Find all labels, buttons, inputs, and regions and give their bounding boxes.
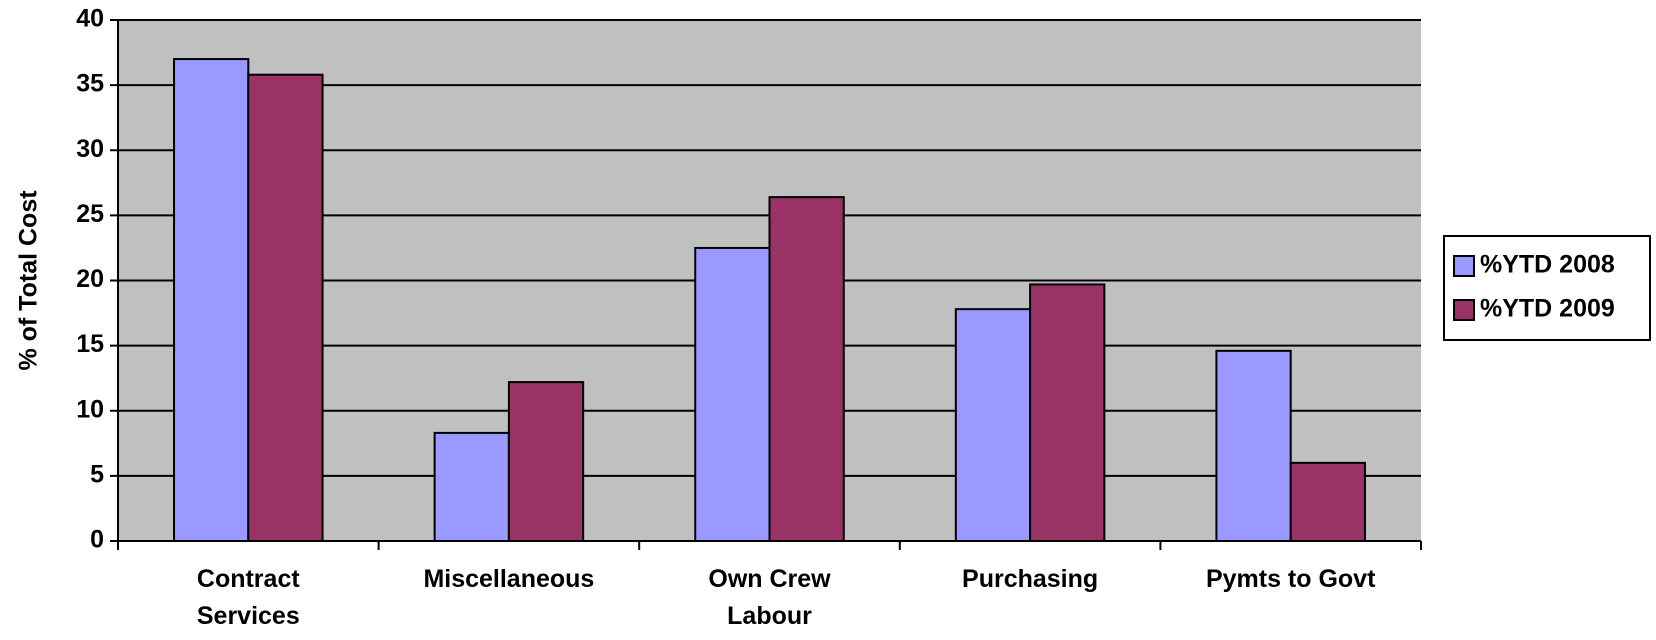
y-tick-label: 25 — [76, 200, 104, 228]
bar — [507, 381, 585, 542]
bar — [1215, 349, 1292, 542]
bar — [768, 196, 845, 542]
bar — [694, 246, 771, 542]
x-tick-label: Own Crew Labour — [708, 565, 831, 630]
legend-swatch — [1453, 299, 1475, 321]
legend-box — [1443, 235, 1651, 341]
bar — [1289, 461, 1366, 543]
legend-swatch — [1453, 255, 1475, 277]
legend-label: %YTD 2009 — [1480, 295, 1615, 323]
bar — [954, 308, 1032, 542]
bar — [1029, 283, 1106, 542]
y-tick-label: 15 — [76, 330, 104, 358]
legend-label: %YTD 2008 — [1480, 251, 1615, 279]
y-tick-label: 10 — [76, 395, 104, 423]
x-tick-label: Miscellaneous — [423, 565, 595, 593]
y-tick-label: 35 — [76, 70, 104, 98]
y-axis-title: % of Total Cost — [15, 190, 43, 371]
y-tick-label: 5 — [90, 460, 104, 488]
bar — [173, 58, 250, 542]
x-tick-label: Purchasing — [962, 565, 1099, 593]
y-tick-label: 30 — [76, 135, 104, 163]
bar — [247, 73, 324, 543]
y-tick-label: 20 — [76, 265, 104, 293]
y-tick-label: 40 — [76, 5, 104, 33]
x-tick-label: Contract Services — [196, 565, 300, 630]
bar — [433, 431, 510, 542]
y-tick-label: 0 — [90, 526, 104, 554]
x-tick-label: Pymts to Govt — [1205, 565, 1376, 593]
